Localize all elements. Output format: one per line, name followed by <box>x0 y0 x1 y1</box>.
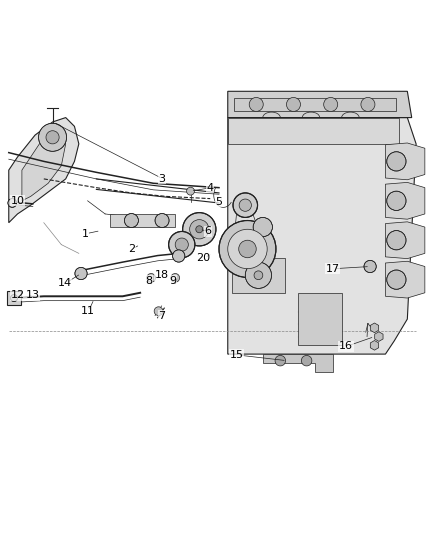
Circle shape <box>39 123 67 151</box>
Polygon shape <box>370 323 379 333</box>
Circle shape <box>8 199 17 207</box>
Circle shape <box>169 231 195 258</box>
Circle shape <box>387 152 406 171</box>
Circle shape <box>11 295 18 302</box>
Polygon shape <box>22 135 66 201</box>
Text: 12: 12 <box>11 290 25 300</box>
Text: 16: 16 <box>339 341 353 351</box>
Text: 15: 15 <box>230 350 244 360</box>
Text: 10: 10 <box>11 196 25 206</box>
Circle shape <box>190 220 209 239</box>
Circle shape <box>275 356 286 366</box>
Polygon shape <box>9 118 79 223</box>
Circle shape <box>228 229 267 269</box>
Circle shape <box>154 307 163 316</box>
Text: 1: 1 <box>82 229 89 239</box>
Circle shape <box>196 226 203 233</box>
Circle shape <box>249 98 263 111</box>
Text: 8: 8 <box>145 276 152 286</box>
Circle shape <box>387 231 406 250</box>
Polygon shape <box>385 261 425 298</box>
Circle shape <box>46 131 59 144</box>
Circle shape <box>171 273 180 282</box>
Polygon shape <box>385 222 425 259</box>
Circle shape <box>187 187 194 195</box>
Circle shape <box>239 240 256 258</box>
Circle shape <box>253 217 272 237</box>
Text: 17: 17 <box>326 264 340 273</box>
Polygon shape <box>385 182 425 219</box>
Circle shape <box>75 268 87 280</box>
Text: 2: 2 <box>128 244 135 254</box>
Circle shape <box>231 241 242 252</box>
Circle shape <box>147 273 155 282</box>
Circle shape <box>155 214 169 228</box>
Text: 18: 18 <box>155 270 169 280</box>
Polygon shape <box>228 118 416 354</box>
Text: 5: 5 <box>215 197 223 207</box>
Circle shape <box>124 214 138 228</box>
Polygon shape <box>385 143 425 180</box>
Circle shape <box>301 356 312 366</box>
Circle shape <box>254 271 263 280</box>
Circle shape <box>387 270 406 289</box>
Text: 13: 13 <box>26 290 40 300</box>
Circle shape <box>364 260 376 273</box>
Polygon shape <box>7 291 21 305</box>
Text: 6: 6 <box>205 227 212 237</box>
Circle shape <box>175 238 188 251</box>
Circle shape <box>183 213 216 246</box>
Polygon shape <box>228 118 399 144</box>
Circle shape <box>324 98 338 111</box>
Circle shape <box>286 98 300 111</box>
Circle shape <box>239 199 251 211</box>
Polygon shape <box>232 258 285 293</box>
Text: 4: 4 <box>207 183 214 192</box>
Circle shape <box>173 250 185 262</box>
Polygon shape <box>234 98 396 111</box>
Text: 9: 9 <box>170 276 177 286</box>
Polygon shape <box>374 332 383 342</box>
Text: 20: 20 <box>197 253 211 263</box>
Text: 14: 14 <box>58 278 72 288</box>
Circle shape <box>361 98 375 111</box>
Polygon shape <box>263 354 333 372</box>
Text: 7: 7 <box>159 311 166 320</box>
Circle shape <box>387 191 406 211</box>
Polygon shape <box>228 91 412 118</box>
Circle shape <box>219 221 276 278</box>
Circle shape <box>245 262 272 288</box>
Polygon shape <box>110 214 175 227</box>
Polygon shape <box>370 341 379 350</box>
Circle shape <box>233 193 258 217</box>
Text: 3: 3 <box>159 174 166 184</box>
Polygon shape <box>298 293 342 345</box>
Text: 11: 11 <box>81 306 95 316</box>
